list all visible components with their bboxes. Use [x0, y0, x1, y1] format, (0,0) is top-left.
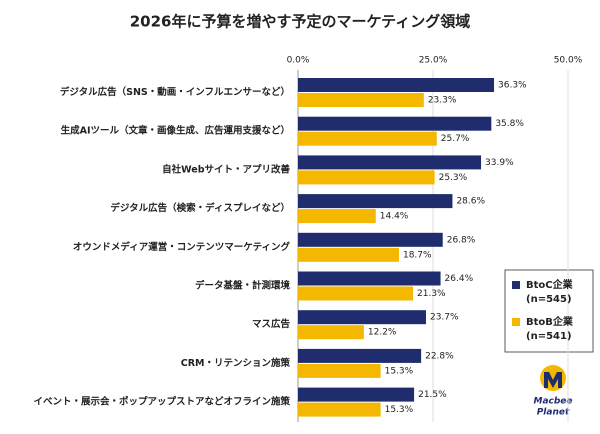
- value-label: 14.4%: [380, 212, 409, 222]
- bar: [298, 286, 414, 301]
- value-label: 21.3%: [417, 289, 446, 299]
- category-label: マス広告: [252, 318, 291, 330]
- bar: [298, 170, 435, 185]
- bar: [298, 116, 492, 131]
- category-label: 生成AIツール（文章・画像生成、広告運用支援など）: [61, 125, 290, 137]
- value-label: 23.7%: [430, 313, 459, 323]
- bar: [298, 402, 381, 417]
- bar: [298, 155, 482, 170]
- bar: [298, 387, 415, 402]
- bar: [298, 247, 399, 262]
- value-label: 18.7%: [403, 250, 432, 260]
- legend-label: (n=541): [526, 331, 572, 342]
- logo-text: Planet: [537, 408, 570, 418]
- x-tick-label: 50.0%: [554, 56, 583, 66]
- chart-title: 2026年に予算を増やす予定のマーケティング領域: [130, 13, 471, 31]
- legend-label: (n=545): [526, 294, 572, 305]
- x-tick-label: 0.0%: [287, 56, 310, 66]
- logo-text: Macbee: [533, 397, 572, 407]
- value-label: 15.3%: [385, 366, 414, 376]
- category-label: オウンドメディア運営・コンテンツマーケティング: [73, 241, 291, 253]
- value-label: 28.6%: [456, 197, 485, 207]
- bar: [298, 232, 443, 247]
- value-label: 25.3%: [439, 173, 468, 183]
- category-label: イベント・展示会・ポップアップストアなどオフライン施策: [33, 396, 290, 408]
- category-label: データ基盤・計測環境: [195, 280, 291, 292]
- logo: Macbee Planet: [533, 365, 573, 418]
- legend-label: BtoC企業: [526, 278, 574, 291]
- legend-label: BtoB企業: [526, 315, 574, 328]
- bar: [298, 194, 453, 209]
- value-label: 36.3%: [498, 81, 527, 91]
- value-label: 25.7%: [441, 134, 470, 144]
- value-label: 33.9%: [485, 158, 514, 168]
- value-label: 21.5%: [418, 390, 447, 400]
- bar: [298, 271, 441, 286]
- category-label: CRM・リテンション施策: [181, 357, 291, 369]
- category-label: デジタル広告（SNS・動画・インフルエンサーなど）: [60, 86, 290, 98]
- value-label: 26.8%: [447, 235, 476, 245]
- logo-icon: [544, 372, 562, 388]
- value-label: 23.3%: [428, 96, 457, 106]
- value-label: 26.4%: [445, 274, 474, 284]
- bar: [298, 131, 437, 146]
- bar: [298, 363, 381, 378]
- category-label: デジタル広告（検索・ディスプレイなど）: [110, 202, 290, 214]
- bar: [298, 310, 426, 325]
- bar: [298, 93, 424, 107]
- value-label: 22.8%: [425, 351, 454, 361]
- legend-swatch: [512, 281, 520, 289]
- bar: [298, 209, 376, 224]
- legend-swatch: [512, 318, 520, 326]
- bar: [298, 348, 422, 363]
- value-label: 35.8%: [495, 119, 524, 129]
- bar: [298, 78, 495, 92]
- value-label: 12.2%: [368, 328, 397, 338]
- x-tick-label: 25.0%: [419, 56, 448, 66]
- bar: [298, 325, 364, 340]
- value-label: 15.3%: [385, 405, 414, 415]
- category-label: 自社Webサイト・アプリ改善: [162, 163, 290, 175]
